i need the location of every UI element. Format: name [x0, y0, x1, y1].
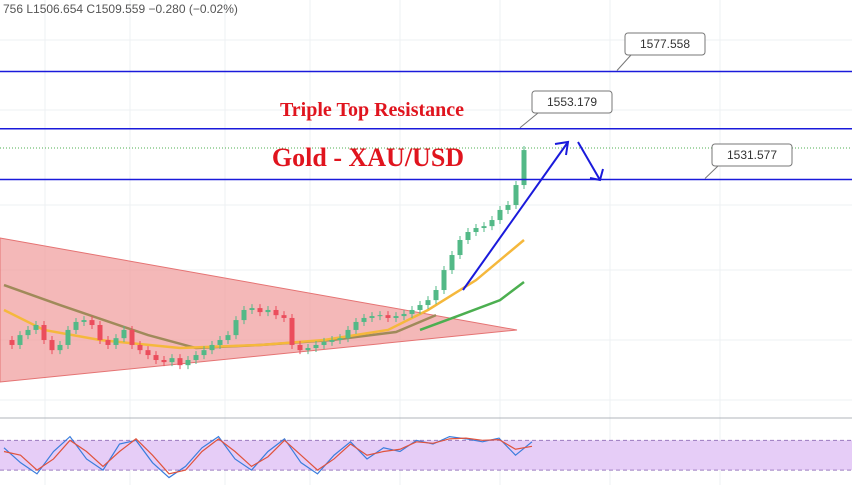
candle-body	[153, 355, 159, 360]
candle-body	[521, 150, 527, 186]
candle-body	[81, 320, 87, 322]
candle-body	[513, 185, 519, 206]
level-label: 1531.577	[727, 148, 777, 162]
candle-body	[345, 329, 351, 339]
callout-pointer	[519, 112, 539, 129]
candle-body	[497, 209, 503, 221]
candle-body	[33, 325, 39, 330]
candle-body	[289, 317, 295, 345]
moving-average	[419, 281, 525, 332]
candle-body	[465, 232, 471, 240]
candle-body	[185, 359, 191, 366]
candle-body	[161, 359, 167, 363]
candle-body	[297, 344, 303, 351]
candle-body	[433, 290, 439, 301]
candle-body	[193, 355, 199, 360]
candle-body	[441, 270, 447, 291]
callout-box	[531, 90, 613, 114]
marks	[0, 146, 852, 479]
candle-body	[9, 340, 15, 345]
candle-body	[137, 344, 143, 351]
candle-body	[481, 226, 487, 229]
candle-body	[321, 341, 327, 345]
candle-body	[401, 313, 407, 317]
arrows	[462, 140, 604, 291]
candle-body	[241, 309, 247, 321]
candle-body	[121, 329, 127, 339]
candle-body	[225, 335, 231, 341]
candle-body	[425, 300, 431, 306]
candle-body	[105, 340, 111, 345]
candle-body	[329, 340, 335, 342]
candle-body	[449, 255, 455, 271]
candle-body	[201, 350, 207, 356]
candle-body	[457, 239, 463, 256]
candle-body	[385, 315, 391, 318]
candle-body	[233, 320, 239, 336]
candle-body	[377, 315, 383, 317]
callout-pointer	[616, 54, 632, 71]
callout-box	[711, 143, 793, 167]
candle-body	[313, 344, 319, 349]
callout-box	[624, 32, 706, 56]
candle-body	[353, 321, 359, 330]
candle-body	[73, 321, 79, 330]
candle-body	[145, 350, 151, 356]
candle-body	[473, 228, 479, 233]
candle-body	[305, 348, 311, 351]
candle-body	[281, 315, 287, 318]
candle-body	[25, 329, 31, 336]
candle-body	[65, 329, 71, 345]
candle-body	[169, 358, 175, 363]
annotation: Triple Top Resistance	[280, 99, 464, 121]
oscillator-line	[3, 435, 533, 479]
candle-body	[17, 335, 23, 345]
candle-body	[249, 308, 255, 310]
oscillator-line	[3, 437, 533, 475]
candle-body	[273, 309, 279, 316]
candle-body	[489, 220, 495, 227]
candle-body	[97, 325, 103, 341]
candle-body	[417, 305, 423, 310]
candle-body	[129, 329, 135, 345]
candle-body	[409, 309, 415, 314]
candle-body	[177, 358, 183, 366]
candle-body	[41, 325, 47, 341]
candle-body	[49, 340, 55, 351]
candle-body	[89, 320, 95, 326]
candle-body	[265, 309, 271, 313]
candle-body	[393, 316, 399, 318]
candle-body	[257, 308, 263, 313]
ohlc-header: 756 L1506.654 C1509.559 −0.280 (−0.02%)	[3, 2, 238, 16]
candle-body	[57, 344, 63, 351]
candle-body	[369, 316, 375, 318]
level-label: 1577.558	[640, 37, 690, 51]
candle-body	[337, 338, 343, 341]
level-label: 1553.179	[547, 95, 597, 109]
candle-body	[113, 338, 119, 345]
candle-body	[505, 205, 511, 210]
candle-body	[209, 344, 215, 351]
candle-body	[217, 340, 223, 345]
candle-body	[361, 317, 367, 322]
chart-title: Gold - XAU/USD	[272, 143, 464, 172]
callout-pointer	[704, 165, 719, 179]
